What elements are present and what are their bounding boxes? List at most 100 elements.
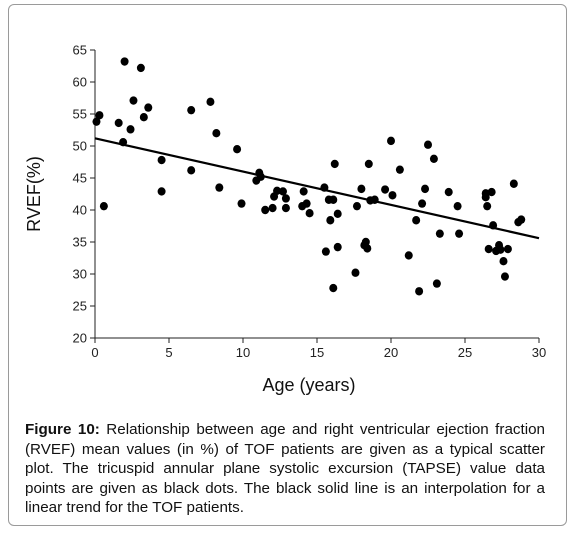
x-tick-label: 30 [532, 345, 546, 360]
data-point [509, 179, 518, 188]
data-point [487, 187, 496, 197]
data-point [500, 272, 509, 281]
data-point [381, 185, 390, 194]
data-point [187, 166, 196, 175]
y-axis: 20 25 30 35 40 45 50 55 60 65 [73, 43, 96, 346]
data-point [299, 187, 308, 196]
data-point [157, 187, 166, 196]
data-point [326, 216, 335, 225]
data-point [387, 136, 395, 146]
caption-label: Figure 10: [25, 421, 100, 438]
data-point [273, 186, 282, 195]
data-point [517, 215, 526, 224]
data-points [92, 57, 526, 296]
y-tick-label: 25 [73, 299, 87, 314]
data-point [144, 103, 153, 112]
data-point [361, 237, 370, 247]
data-point [418, 199, 427, 208]
data-point [388, 191, 397, 200]
figure-caption: Figure 10: Relationship between age and … [25, 420, 545, 518]
data-point [281, 194, 290, 203]
data-point [281, 203, 290, 213]
data-point [157, 155, 166, 165]
data-point [305, 209, 314, 218]
caption-text: Relationship between age and right ventr… [25, 421, 545, 516]
y-tick-label: 20 [73, 331, 87, 346]
data-point [364, 159, 373, 169]
x-tick-label: 0 [91, 345, 98, 360]
data-point [256, 172, 265, 181]
data-point [412, 216, 421, 225]
data-point [481, 193, 490, 202]
x-axis: 0 5 10 15 20 25 30 [91, 337, 546, 360]
y-tick-label: 30 [73, 267, 87, 282]
data-point [330, 159, 339, 169]
data-point [455, 229, 464, 238]
x-axis-title: Age (years) [262, 375, 355, 395]
x-tick-label: 5 [165, 345, 172, 360]
data-point [333, 242, 342, 252]
data-point [278, 187, 287, 196]
data-point [92, 117, 101, 126]
data-point [333, 209, 342, 219]
data-point [302, 199, 311, 208]
data-point [99, 201, 108, 211]
data-point [415, 287, 424, 296]
data-point [432, 279, 441, 288]
data-point [404, 251, 413, 260]
x-tick-label: 25 [458, 345, 472, 360]
data-point [212, 129, 221, 138]
y-tick-label: 55 [73, 107, 87, 122]
data-point [261, 205, 270, 215]
data-point [95, 111, 104, 120]
data-point [499, 257, 508, 266]
y-tick-label: 35 [73, 235, 87, 250]
y-tick-label: 45 [73, 171, 87, 186]
y-tick-label: 40 [73, 203, 87, 218]
data-point [237, 199, 246, 208]
data-point [233, 145, 242, 154]
data-point [370, 195, 379, 204]
data-point [320, 183, 329, 192]
data-point [329, 283, 338, 293]
data-point [483, 201, 492, 211]
data-point [484, 244, 493, 254]
data-point [126, 125, 135, 134]
x-tick-label: 15 [310, 345, 324, 360]
data-point [268, 203, 277, 213]
data-point [421, 184, 430, 194]
data-point [136, 63, 145, 73]
data-point [120, 57, 129, 66]
data-point [363, 244, 372, 253]
data-point [129, 96, 138, 105]
data-point [206, 97, 215, 107]
y-tick-label: 65 [73, 43, 87, 58]
data-point [453, 201, 462, 211]
data-point [139, 113, 148, 122]
data-point [503, 244, 512, 254]
data-point [329, 195, 338, 204]
trendline [94, 137, 540, 240]
data-point [352, 201, 361, 211]
data-point [215, 183, 224, 192]
data-point [351, 268, 360, 277]
data-point [435, 229, 444, 238]
y-tick-label: 50 [73, 139, 87, 154]
data-point [444, 187, 453, 197]
data-point [429, 154, 438, 163]
data-point [496, 245, 505, 254]
y-tick-label: 60 [73, 75, 87, 90]
trendline-group [94, 137, 540, 240]
data-point [489, 221, 498, 230]
data-point [395, 165, 404, 174]
data-point [357, 184, 366, 194]
x-tick-label: 20 [384, 345, 398, 360]
data-point [424, 140, 432, 149]
y-axis-title: RVEF(%) [24, 156, 44, 232]
data-point [119, 137, 128, 147]
data-point [114, 118, 123, 128]
x-tick-label: 10 [236, 345, 250, 360]
data-point [321, 247, 330, 256]
data-point [187, 105, 196, 115]
